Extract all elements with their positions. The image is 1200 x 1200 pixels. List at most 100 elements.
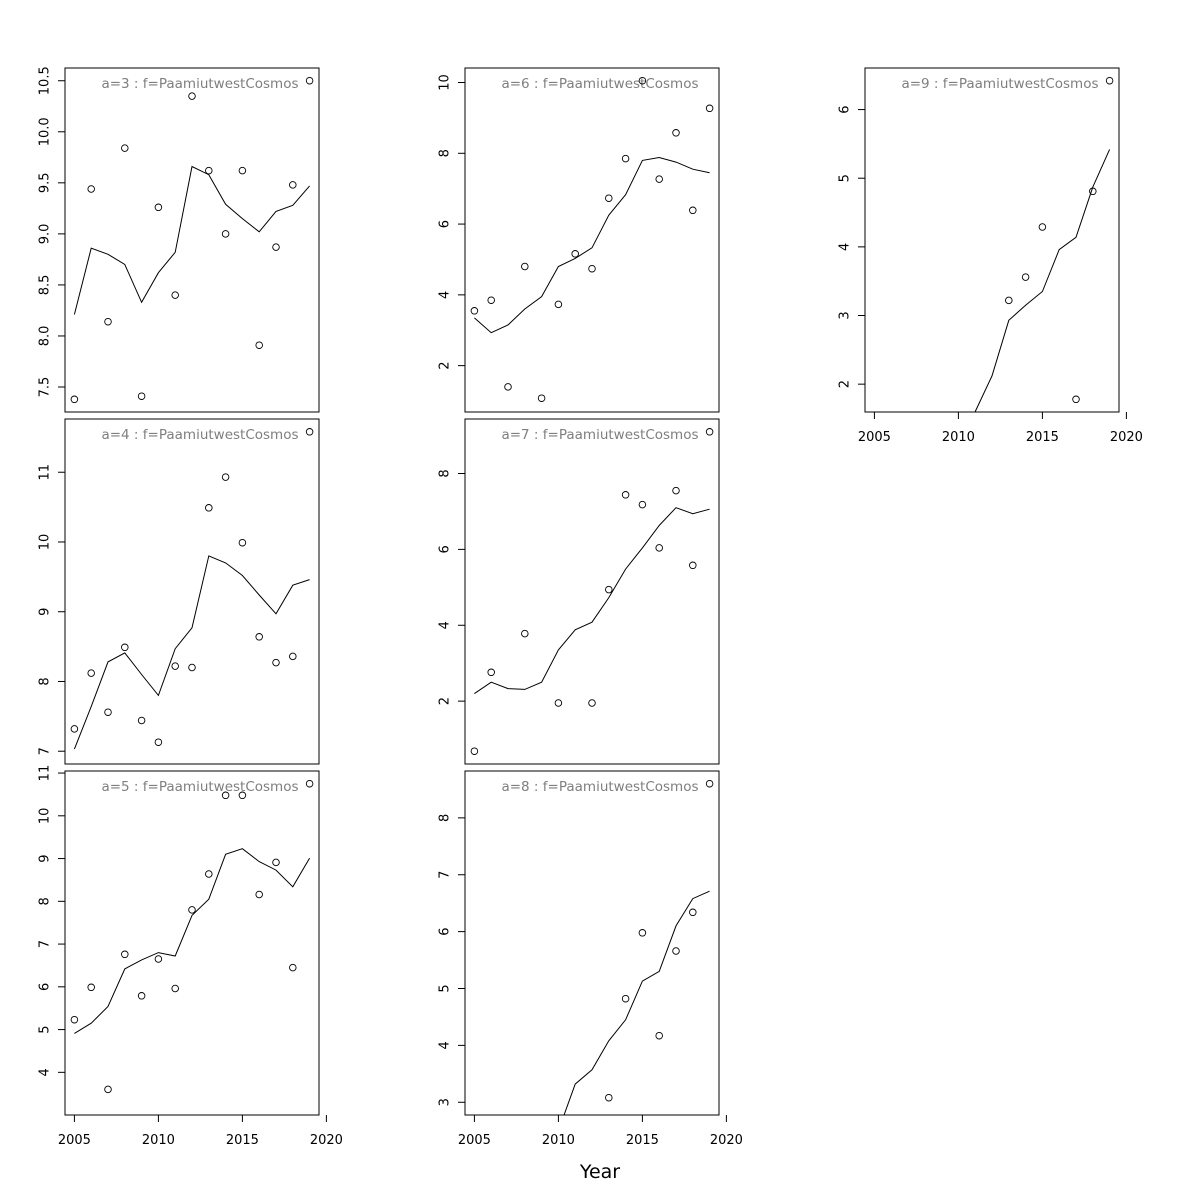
y-tick-label: 2 xyxy=(438,361,453,369)
y-tick-label: 7 xyxy=(38,747,53,755)
y-tick-label: 5 xyxy=(438,984,453,992)
y-tick-label: 10 xyxy=(438,74,453,91)
data-point xyxy=(87,983,95,992)
data-point xyxy=(638,76,647,85)
data-point xyxy=(70,725,79,733)
data-point xyxy=(205,504,213,512)
y-tick-label: 2 xyxy=(838,380,853,388)
y-tick-label: 4 xyxy=(38,1068,53,1076)
x-tick-label: 2020 xyxy=(310,1133,343,1148)
data-point xyxy=(621,154,630,163)
data-point xyxy=(638,929,647,937)
x-tick-label: 2015 xyxy=(226,1133,259,1148)
data-point xyxy=(689,561,697,570)
data-point xyxy=(521,629,529,638)
panel-title: a=6 : f=PaamiutwestCosmos xyxy=(501,76,698,92)
y-tick-label: 9 xyxy=(38,608,53,616)
data-point xyxy=(104,708,112,716)
data-point xyxy=(571,250,579,258)
data-point xyxy=(537,394,546,402)
plot-frame xyxy=(64,770,320,1116)
data-point xyxy=(70,1015,79,1024)
data-point xyxy=(238,538,247,547)
data-point xyxy=(621,491,630,499)
data-point xyxy=(272,858,280,867)
y-tick-label: 8 xyxy=(438,814,453,822)
data-point xyxy=(221,791,230,800)
data-point xyxy=(521,262,529,271)
data-point xyxy=(705,104,714,113)
y-tick-label: 11 xyxy=(38,765,53,782)
data-point xyxy=(672,947,680,955)
data-point xyxy=(188,663,196,672)
data-point xyxy=(255,341,263,349)
data-point xyxy=(305,76,314,85)
fitted-line xyxy=(74,848,311,1034)
x-tick-label: 2010 xyxy=(542,1133,575,1148)
data-point xyxy=(605,194,613,202)
panel-title: a=3 : f=PaamiutwestCosmos xyxy=(101,76,298,92)
panel-a3: 7.5 8.0 8.5 9.0 9.5 10.0 10.5 a=3 : f=Paamiutwe… xyxy=(37,66,320,413)
data-point xyxy=(1021,273,1030,281)
data-point xyxy=(121,950,129,959)
panel-a9: 2 3 4 5 6 2005 2010 2015 2020 a=9 : f=Paamiutwest… xyxy=(838,67,1143,445)
y-tick-label: 4 xyxy=(438,1041,453,1049)
data-point xyxy=(1038,223,1047,231)
y-tick-label: 5 xyxy=(38,1025,53,1033)
y-tick-label: 7.5 xyxy=(38,377,53,398)
y-tick-label: 6 xyxy=(438,545,453,553)
data-point xyxy=(1105,76,1114,85)
data-point xyxy=(221,473,230,481)
data-point xyxy=(154,203,163,212)
y-tick-label: 7 xyxy=(38,940,53,948)
y-tick-label: 9.0 xyxy=(38,224,53,245)
y-tick-label: 3 xyxy=(438,1098,453,1106)
plot-frame xyxy=(64,418,320,765)
data-point xyxy=(305,428,314,436)
data-point xyxy=(238,166,247,175)
data-point xyxy=(705,428,714,436)
fitted-line xyxy=(563,890,710,1115)
y-tick-label: 8 xyxy=(438,469,453,477)
data-point xyxy=(554,699,563,707)
data-point xyxy=(504,383,512,391)
y-tick-label: 10 xyxy=(38,534,53,551)
data-point xyxy=(137,392,146,400)
data-point xyxy=(171,984,179,993)
y-tick-label: 8.5 xyxy=(38,275,53,296)
x-tick-label: 2020 xyxy=(1110,430,1143,445)
panel-title: a=8 : f=PaamiutwestCosmos xyxy=(501,779,698,795)
data-point xyxy=(70,395,79,404)
x-tick-label: 2015 xyxy=(1026,430,1059,445)
data-point xyxy=(689,908,697,917)
y-tick-label: 4 xyxy=(838,243,853,251)
y-tick-label: 6 xyxy=(438,220,453,228)
data-point xyxy=(470,307,479,315)
y-tick-label: 2 xyxy=(438,697,453,705)
data-point xyxy=(255,633,263,641)
data-point xyxy=(188,906,196,914)
data-point xyxy=(238,791,247,800)
data-point xyxy=(205,166,213,175)
data-point xyxy=(121,144,129,152)
y-tick-label: 6 xyxy=(838,105,853,113)
plot-frame xyxy=(464,418,720,765)
data-point xyxy=(289,963,297,972)
data-point xyxy=(272,243,280,251)
data-point xyxy=(655,544,663,552)
y-tick-label: 7 xyxy=(438,871,453,879)
data-point xyxy=(104,1085,112,1094)
data-point xyxy=(487,668,495,677)
data-point xyxy=(272,658,280,667)
data-point xyxy=(87,669,95,677)
data-point xyxy=(605,585,613,594)
data-point xyxy=(470,747,479,755)
data-point xyxy=(1005,296,1013,305)
fitted-line xyxy=(73,165,310,315)
data-point xyxy=(171,662,179,670)
data-point xyxy=(188,92,196,100)
panel-a6: 2 4 6 8 10 a=6 : f=PaamiutwestCosmos xyxy=(438,67,720,413)
y-tick-label: 10.0 xyxy=(38,117,53,146)
y-tick-label: 10.5 xyxy=(38,66,53,95)
